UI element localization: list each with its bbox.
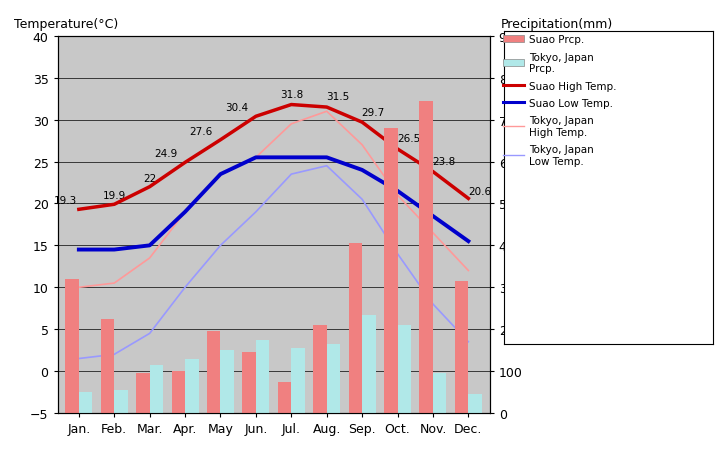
Bar	[243, 353, 256, 413]
Bar	[256, 340, 269, 413]
Text: 31.5: 31.5	[326, 92, 349, 102]
Text: 22: 22	[143, 173, 156, 183]
Bar	[278, 382, 292, 413]
Bar	[362, 315, 376, 413]
Bar	[220, 350, 234, 413]
Bar	[384, 129, 397, 413]
Text: 27.6: 27.6	[189, 126, 212, 136]
Text: Temperature(°C): Temperature(°C)	[14, 18, 119, 31]
Bar	[114, 390, 127, 413]
Bar	[433, 373, 446, 413]
Bar	[420, 101, 433, 413]
Bar	[468, 394, 482, 413]
Bar	[101, 319, 114, 413]
Bar	[327, 344, 340, 413]
Bar	[207, 331, 220, 413]
Text: 19.9: 19.9	[103, 190, 126, 201]
Bar	[348, 244, 362, 413]
Text: 20.6: 20.6	[468, 186, 491, 196]
Text: 19.3: 19.3	[53, 196, 76, 206]
Text: 29.7: 29.7	[361, 107, 385, 118]
Legend: Suao Prcp., Tokyo, Japan
Prcp., Suao High Temp., Suao Low Temp., Tokyo, Japan
Hi: Suao Prcp., Tokyo, Japan Prcp., Suao Hig…	[499, 31, 621, 170]
Text: 23.8: 23.8	[433, 157, 456, 167]
Bar	[150, 365, 163, 413]
Text: 24.9: 24.9	[154, 149, 177, 159]
Bar	[79, 392, 92, 413]
Bar	[66, 279, 79, 413]
Bar	[397, 325, 411, 413]
Text: 31.8: 31.8	[279, 90, 303, 100]
Bar	[292, 348, 305, 413]
Bar	[171, 371, 185, 413]
Bar	[455, 281, 468, 413]
Text: 30.4: 30.4	[225, 103, 248, 113]
Bar	[136, 373, 150, 413]
Text: Precipitation(mm): Precipitation(mm)	[500, 18, 613, 31]
Bar	[185, 359, 199, 413]
Text: 26.5: 26.5	[397, 134, 420, 144]
Bar	[313, 325, 327, 413]
